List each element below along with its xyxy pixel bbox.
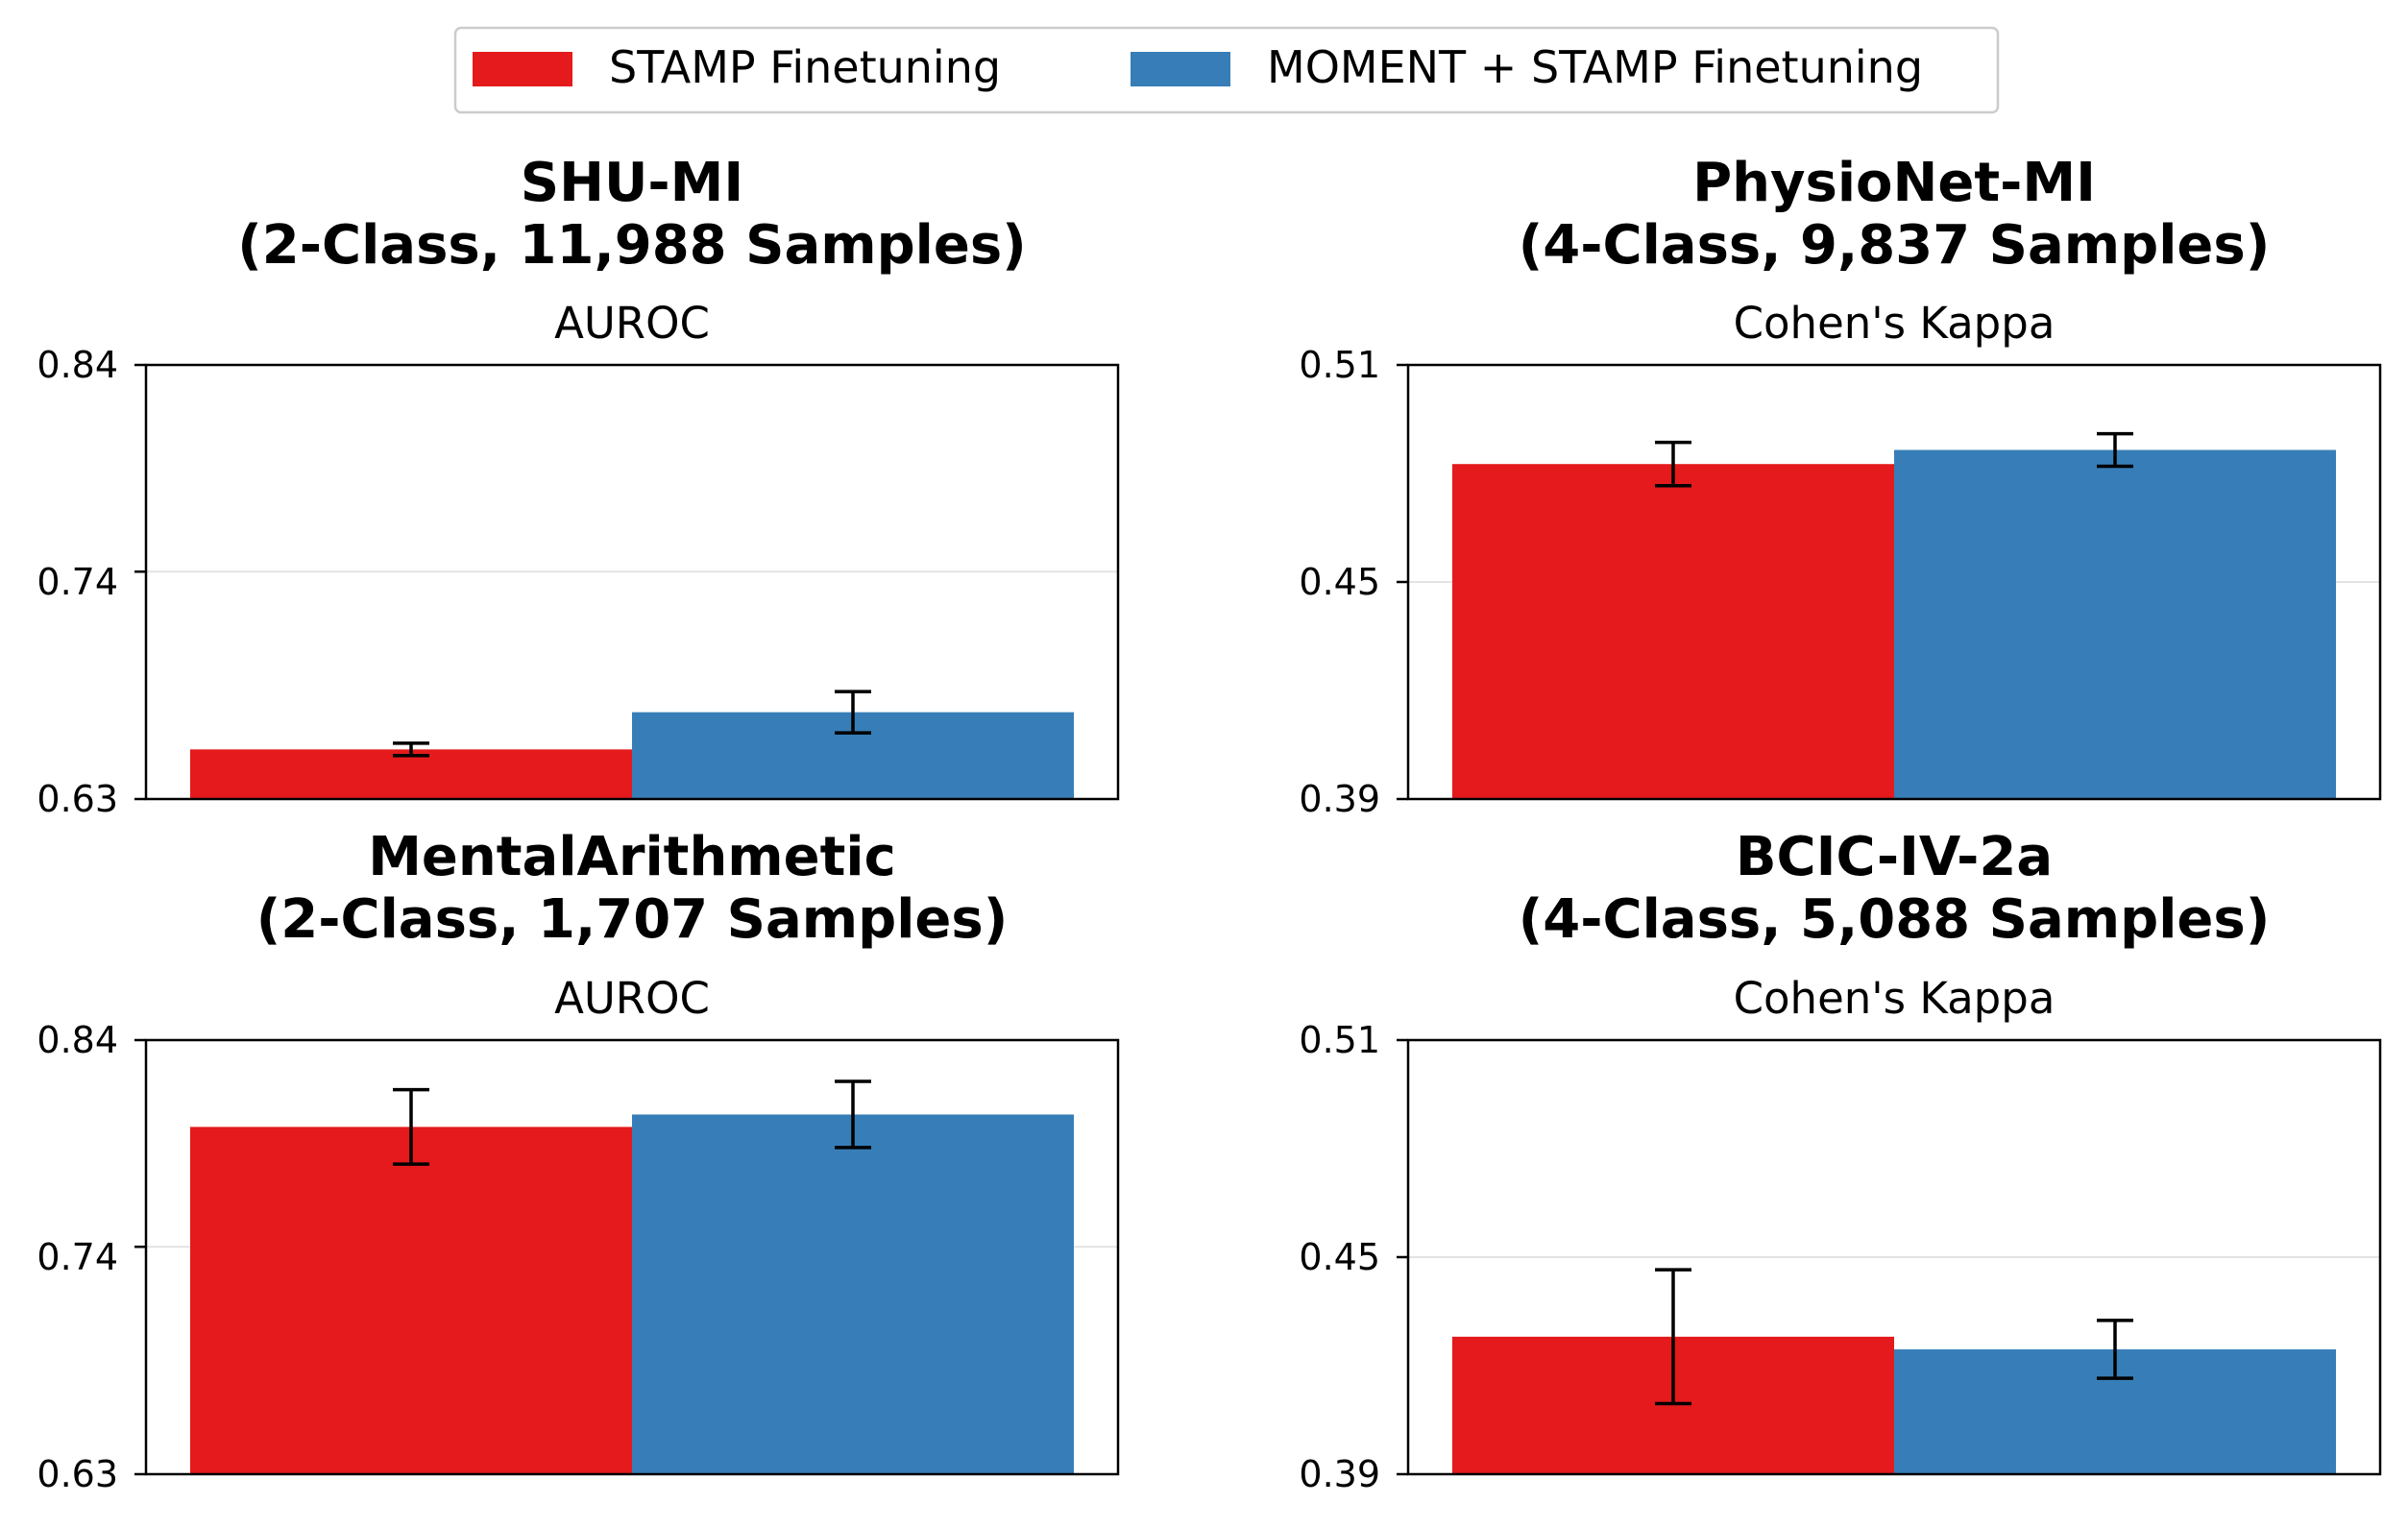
- chart-title-line1: BCIC-IV-2a: [1736, 826, 2053, 888]
- plot-area: [134, 363, 1120, 801]
- metric-label: AUROC: [554, 973, 710, 1024]
- chart-title-line1: PhysioNet-MI: [1692, 152, 2096, 214]
- chart-shu-mi: SHU-MI (2-Class, 11,988 Samples) AUROC 0…: [36, 152, 1120, 820]
- metric-label: Cohen's Kappa: [1734, 973, 2055, 1024]
- y-tick-label: 0.45: [1299, 1236, 1380, 1278]
- y-tick-label: 0.63: [36, 1453, 118, 1495]
- chart-title-line1: SHU-MI: [521, 152, 743, 214]
- plot-area: [134, 1038, 1120, 1476]
- axes-frame: [144, 363, 1120, 801]
- metric-label: AUROC: [554, 298, 710, 349]
- legend-label-stamp: STAMP Finetuning: [609, 41, 1001, 93]
- y-tick-label: 0.74: [36, 561, 118, 603]
- axes-frame: [1406, 363, 2382, 801]
- legend-swatch-moment-stamp: [1131, 52, 1230, 86]
- y-tick-label: 0.84: [36, 344, 118, 386]
- chart-title-line2: (4-Class, 9,837 Samples): [1519, 214, 2271, 277]
- chart-title-line1: MentalArithmetic: [368, 826, 896, 888]
- y-tick-label: 0.51: [1299, 344, 1380, 386]
- chart-physionet-mi: PhysioNet-MI (4-Class, 9,837 Samples) Co…: [1299, 152, 2382, 820]
- bar: [190, 749, 632, 799]
- bar: [1452, 464, 1894, 799]
- axes-frame: [144, 1038, 1120, 1476]
- y-tick-label: 0.39: [1299, 778, 1380, 820]
- bar: [632, 1114, 1074, 1474]
- legend-swatch-stamp: [473, 52, 572, 86]
- y-tick-label: 0.74: [36, 1236, 118, 1278]
- legend: STAMP Finetuning MOMENT + STAMP Finetuni…: [453, 26, 2000, 114]
- y-tick-label: 0.63: [36, 778, 118, 820]
- chart-title-line2: (4-Class, 5,088 Samples): [1519, 888, 2271, 951]
- axes-frame: [1406, 1038, 2382, 1476]
- chart-mentalarithmetic: MentalArithmetic (2-Class, 1,707 Samples…: [36, 826, 1120, 1495]
- plot-area: [1397, 363, 2382, 801]
- metric-label: Cohen's Kappa: [1734, 298, 2055, 349]
- bar: [190, 1127, 632, 1474]
- plot-area: [1397, 1038, 2382, 1476]
- chart-title-line2: (2-Class, 11,988 Samples): [237, 214, 1027, 277]
- y-tick-label: 0.39: [1299, 1453, 1380, 1495]
- chart-title-line2: (2-Class, 1,707 Samples): [256, 888, 1009, 951]
- y-tick-label: 0.84: [36, 1019, 118, 1061]
- chart-bcic-iv-2a: BCIC-IV-2a (4-Class, 5,088 Samples) Cohe…: [1299, 826, 2382, 1495]
- legend-label-moment-stamp: MOMENT + STAMP Finetuning: [1267, 41, 1923, 93]
- y-tick-label: 0.51: [1299, 1019, 1380, 1061]
- bar: [1894, 449, 2336, 799]
- y-tick-label: 0.45: [1299, 561, 1380, 603]
